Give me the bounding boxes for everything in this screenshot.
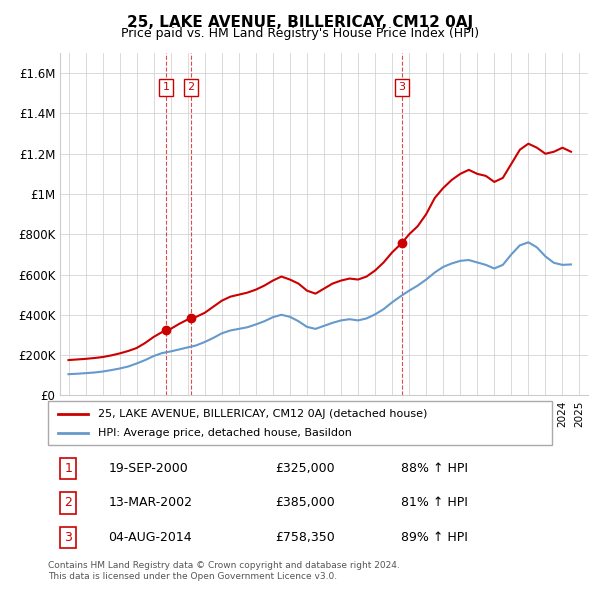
Text: 3: 3 xyxy=(398,83,406,92)
FancyBboxPatch shape xyxy=(48,401,552,445)
Text: 3: 3 xyxy=(64,531,72,544)
Text: 13-MAR-2002: 13-MAR-2002 xyxy=(109,496,193,510)
Text: 89% ↑ HPI: 89% ↑ HPI xyxy=(401,531,467,544)
Text: HPI: Average price, detached house, Basildon: HPI: Average price, detached house, Basi… xyxy=(98,428,352,438)
Text: 1: 1 xyxy=(64,462,72,475)
Text: 88% ↑ HPI: 88% ↑ HPI xyxy=(401,462,468,475)
Text: 19-SEP-2000: 19-SEP-2000 xyxy=(109,462,188,475)
Text: 2: 2 xyxy=(64,496,72,510)
Text: £325,000: £325,000 xyxy=(275,462,334,475)
Text: Contains HM Land Registry data © Crown copyright and database right 2024.: Contains HM Land Registry data © Crown c… xyxy=(48,560,400,569)
Text: 81% ↑ HPI: 81% ↑ HPI xyxy=(401,496,467,510)
Text: This data is licensed under the Open Government Licence v3.0.: This data is licensed under the Open Gov… xyxy=(48,572,337,581)
Text: Price paid vs. HM Land Registry's House Price Index (HPI): Price paid vs. HM Land Registry's House … xyxy=(121,27,479,40)
Text: 1: 1 xyxy=(163,83,169,92)
Text: 25, LAKE AVENUE, BILLERICAY, CM12 0AJ: 25, LAKE AVENUE, BILLERICAY, CM12 0AJ xyxy=(127,15,473,30)
Text: 25, LAKE AVENUE, BILLERICAY, CM12 0AJ (detached house): 25, LAKE AVENUE, BILLERICAY, CM12 0AJ (d… xyxy=(98,409,428,418)
Text: 2: 2 xyxy=(187,83,194,92)
Text: £385,000: £385,000 xyxy=(275,496,335,510)
Text: 04-AUG-2014: 04-AUG-2014 xyxy=(109,531,192,544)
Text: £758,350: £758,350 xyxy=(275,531,335,544)
